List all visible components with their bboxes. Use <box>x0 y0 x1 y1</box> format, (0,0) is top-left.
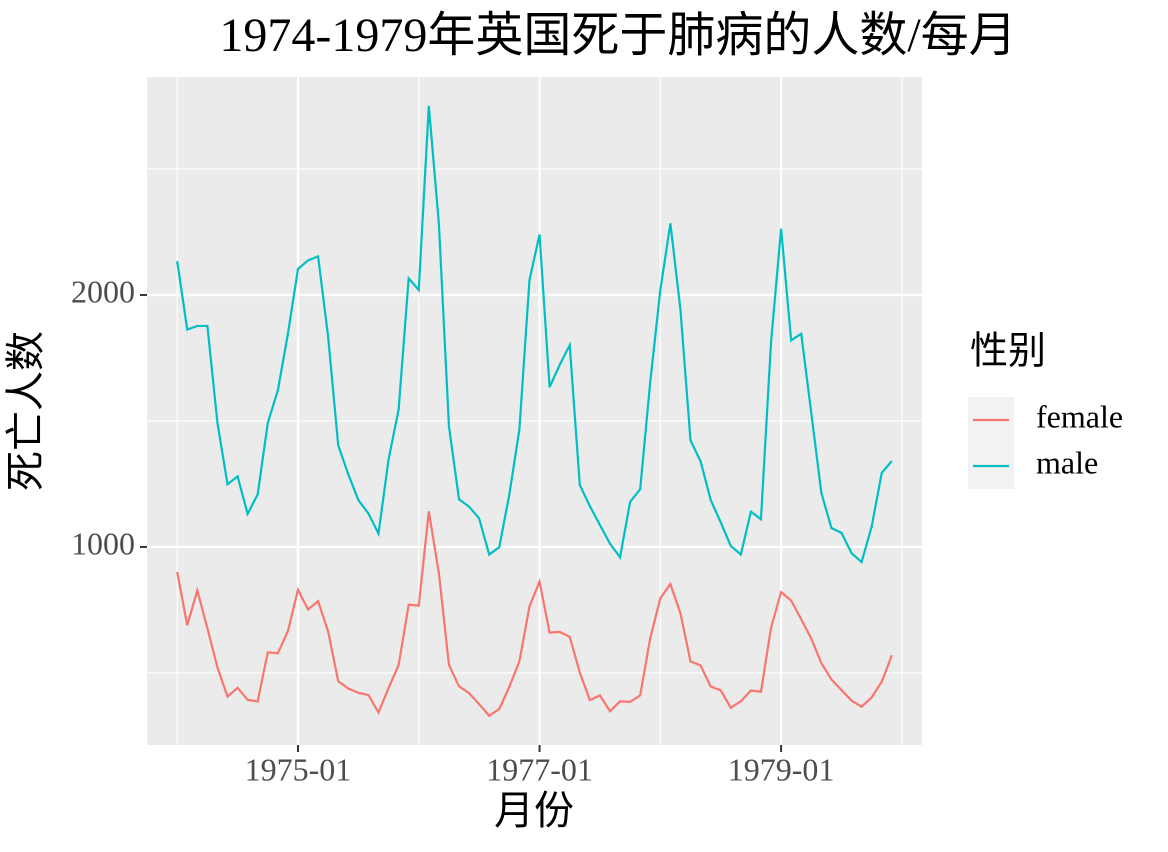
legend-label: male <box>1036 444 1098 480</box>
series-line <box>176 105 893 565</box>
x-tick-label: 1975-01 <box>245 751 352 787</box>
y-tick-label: 2000 <box>71 273 135 309</box>
series-line <box>176 511 893 718</box>
panel <box>147 77 922 745</box>
x-axis-label: 月份 <box>494 788 574 833</box>
legend-label: female <box>1036 398 1123 434</box>
x-tick-label: 1977-01 <box>486 751 593 787</box>
chart-title: 1974-1979年英国死于肺病的人数/每月 <box>219 9 1016 62</box>
x-tick-label: 1979-01 <box>728 751 835 787</box>
legend: female male <box>968 397 1123 489</box>
y-tick-label: 1000 <box>71 525 135 561</box>
legend-title: 性别 <box>970 331 1046 373</box>
lines <box>176 105 893 718</box>
y-axis-label: 死亡人数 <box>3 331 48 491</box>
grid <box>147 77 922 745</box>
